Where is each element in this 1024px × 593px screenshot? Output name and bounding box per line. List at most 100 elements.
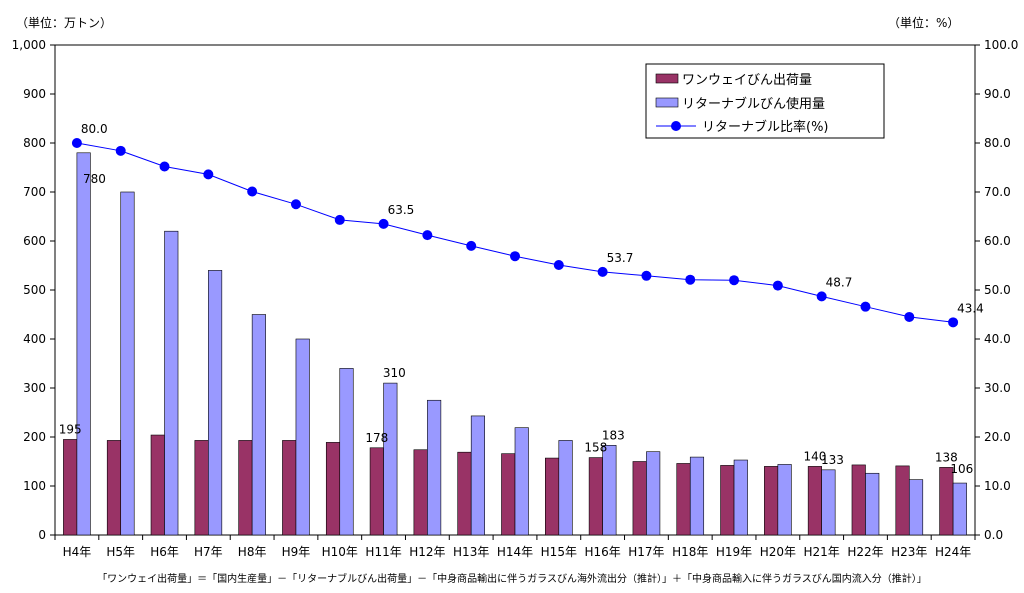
x-axis-tick-label: H14年 — [497, 545, 533, 559]
returnable-bar — [295, 338, 310, 536]
oneway-bar — [851, 464, 866, 536]
x-axis-tick-label: H22年 — [847, 545, 883, 559]
right-axis-tick-label: 20.0 — [984, 430, 1011, 444]
returnable-bar — [602, 445, 617, 536]
returnable-data-label: 310 — [383, 366, 406, 380]
right-axis-tick-label: 80.0 — [984, 136, 1011, 150]
oneway-bar — [106, 440, 122, 536]
right-axis-tick-label: 0.0 — [984, 528, 1003, 542]
ratio-point — [334, 214, 345, 225]
returnable-bar — [164, 230, 179, 536]
returnable-bar — [339, 368, 354, 536]
x-axis-tick-label: H17年 — [628, 545, 664, 559]
ratio-point — [729, 275, 740, 286]
right-axis-tick-label: 60.0 — [984, 234, 1011, 248]
returnable-bar — [514, 427, 529, 536]
right-axis-tick-label: 100.0 — [984, 38, 1018, 52]
oneway-bar — [545, 457, 560, 536]
legend-label-ratio: リターナブル比率(%) — [702, 119, 829, 135]
right-axis-tick-label: 10.0 — [984, 479, 1011, 493]
returnable-bar — [865, 472, 880, 536]
left-axis-tick-label: 400 — [23, 332, 46, 346]
returnable-bar — [952, 482, 967, 536]
axes-group: 0 100 200 300 400 500 600 700 800 900 1,000 0.0 10.0… — [12, 38, 1019, 559]
ratio-point — [685, 274, 696, 285]
x-axis-tick-label: H20年 — [760, 545, 796, 559]
returnable-bar — [251, 314, 266, 536]
returnable-bar — [383, 382, 398, 536]
x-axis-tick-label: H13年 — [453, 545, 489, 559]
oneway-bar — [413, 449, 428, 536]
oneway-bar — [282, 440, 297, 536]
footnote: 「ワンウェイ出荷量」＝「国内生産量」－「リターナブルびん出荷量」－「中身商品輸出… — [97, 572, 927, 585]
oneway-data-label: 178 — [365, 431, 388, 445]
ratio-point — [290, 199, 301, 210]
legend-label-oneway: ワンウェイびん出荷量 — [682, 73, 812, 88]
x-axis-tick-label: H23年 — [891, 545, 927, 559]
left-axis-tick-label: 100 — [23, 479, 46, 493]
ratio-point — [422, 230, 433, 241]
right-axis-tick-label: 70.0 — [984, 185, 1011, 199]
oneway-bar — [588, 457, 603, 536]
ratio-point — [466, 240, 477, 251]
ratio-data-label: 80.0 — [81, 122, 108, 136]
oneway-data-label: 140 — [803, 449, 826, 463]
oneway-bar — [325, 442, 341, 536]
ratio-point — [948, 317, 959, 328]
ratio-point — [378, 218, 389, 229]
x-axis-tick-label: H5年 — [106, 545, 135, 559]
x-axis-tick-label: H9年 — [282, 545, 311, 559]
right-axis-tick-label: 40.0 — [984, 332, 1011, 346]
oneway-bar — [895, 465, 910, 536]
left-axis-tick-label: 300 — [23, 381, 46, 395]
ratio-point — [904, 311, 915, 322]
ratio-data-label: 53.7 — [607, 251, 634, 265]
ratio-point — [203, 169, 214, 180]
left-unit-label: （単位：万トン） — [16, 15, 112, 30]
returnable-bar — [821, 469, 836, 536]
right-axis-tick-label: 50.0 — [984, 283, 1011, 297]
legend-label-returnable: リターナブルびん使用量 — [682, 96, 825, 112]
right-unit-label: （単位：%） — [888, 15, 959, 30]
oneway-bar — [194, 440, 209, 536]
x-axis-tick-label: H16年 — [584, 545, 620, 559]
legend-swatch-returnable — [655, 97, 679, 108]
oneway-bar — [501, 453, 516, 536]
oneway-bar — [939, 467, 954, 536]
x-axis-tick-label: H7年 — [194, 545, 223, 559]
right-axis-tick-label: 90.0 — [984, 87, 1011, 101]
left-axis-tick-label: 700 — [23, 185, 46, 199]
ratio-point — [860, 301, 871, 312]
ratio-point — [71, 138, 82, 148]
ratio-point — [772, 280, 783, 291]
returnable-bar — [689, 456, 705, 536]
ratio-point — [510, 251, 520, 262]
oneway-data-label: 158 — [584, 441, 607, 455]
ratio-point — [247, 186, 258, 197]
oneway-bar — [632, 461, 647, 536]
oneway-bar — [150, 434, 165, 536]
legend-swatch-ratio-marker — [671, 121, 681, 131]
ratio-data-label: 63.5 — [388, 203, 415, 217]
x-axis-tick-label: H24年 — [935, 545, 971, 559]
returnable-bar — [470, 415, 485, 536]
oneway-bar — [63, 439, 78, 536]
returnable-data-label: 183 — [602, 428, 625, 442]
ratio-data-label: 48.7 — [826, 275, 853, 289]
x-axis-tick-label: H6年 — [150, 545, 179, 559]
returnable-bar — [208, 270, 223, 536]
oneway-bar — [457, 451, 472, 536]
ratio-point — [553, 260, 564, 271]
x-axis-tick-label: H15年 — [541, 545, 577, 559]
x-axis-tick-label: H19年 — [716, 545, 752, 559]
ratio-point — [159, 161, 170, 172]
legend-swatch-oneway — [655, 73, 679, 84]
x-axis-tick-label: H21年 — [804, 545, 840, 559]
ratio-point — [641, 270, 652, 281]
left-axis-tick-label: 500 — [23, 283, 46, 297]
left-axis-tick-label: 800 — [23, 136, 46, 150]
left-axis-tick-label: 1,000 — [12, 38, 46, 52]
